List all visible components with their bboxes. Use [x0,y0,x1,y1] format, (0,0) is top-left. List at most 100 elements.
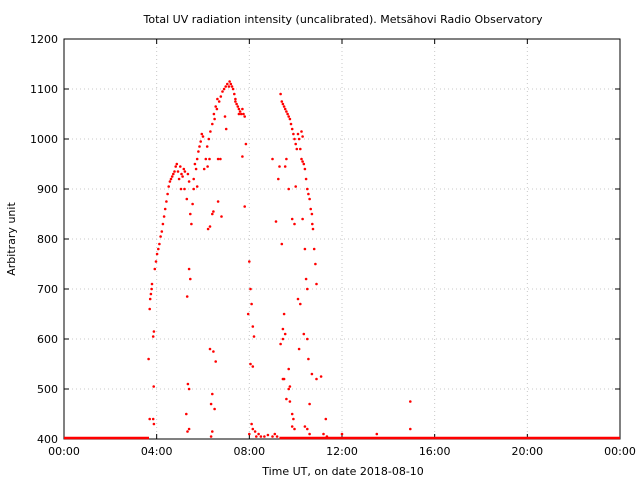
data-point [166,192,169,196]
data-point [238,110,242,113]
data-point [185,197,189,201]
data-point [282,105,286,108]
data-point [202,167,206,171]
data-point [191,202,194,206]
data-point [199,140,202,143]
x-tick-label: 20:00 [511,445,543,458]
data-point [224,127,228,131]
data-point [300,157,303,161]
data-point [306,287,309,291]
data-point [187,427,191,431]
data-point [325,435,329,438]
x-tick-label: 12:00 [326,445,358,458]
data-point [297,347,301,351]
data-point [222,87,226,91]
data-point [340,432,344,436]
data-point [193,162,197,166]
data-point [297,137,301,141]
data-point [250,422,253,426]
data-point [292,132,295,136]
data-point [307,357,310,361]
data-point [153,267,157,271]
data-point [311,222,314,226]
data-point [175,162,179,166]
data-point [271,157,274,161]
data-point [282,312,286,316]
data-point [290,127,294,131]
data-point [287,115,291,118]
data-point [281,102,285,106]
data-point [231,87,235,91]
data-point [212,350,215,353]
data-point [294,185,298,188]
data-point [280,100,284,103]
y-tick-label: 1000 [30,133,58,146]
y-tick-label: 1100 [30,83,58,96]
data-point [285,397,288,401]
data-point [215,107,219,111]
data-point [227,85,231,88]
data-point [209,435,213,438]
data-point [154,260,158,263]
data-point [287,367,291,371]
x-tick-label: 00:00 [48,445,80,458]
data-point [288,400,292,403]
data-point [293,137,296,141]
data-point [279,92,282,96]
x-axis-ticks: 00:00 04:00 08:00 12:00 16:00 20:00 00:00 [48,39,636,458]
data-point [208,157,211,161]
data-point [294,142,298,146]
data-point [220,215,223,218]
data-point [249,362,252,366]
data-point [242,112,245,116]
data-point [152,422,156,426]
data-point [244,142,248,146]
x-tick-label: 16:00 [419,445,451,458]
data-point [208,225,212,228]
data-point [157,247,160,251]
data-point [251,325,255,328]
data-point [266,433,270,437]
data-point [304,277,308,281]
data-point [151,417,155,421]
data-point [375,432,379,436]
y-tick-label: 1200 [30,33,58,46]
data-point [243,115,246,118]
data-point [314,262,317,266]
data-point [310,372,314,376]
data-point [292,417,295,421]
data-point [246,312,250,316]
data-point [165,200,168,203]
data-point [189,277,192,281]
data-point [216,200,220,203]
data-point [285,110,288,113]
data-point [249,287,252,291]
y-tick-label: 800 [37,233,58,246]
data-point [228,80,231,83]
data-point [409,427,412,431]
data-point [185,412,188,416]
data-point [281,327,285,331]
data-point [163,207,167,211]
data-point [279,342,282,346]
chart-title: Total UV radiation intensity (uncalibrat… [143,13,543,26]
data-point [174,165,177,168]
data-point [233,92,236,96]
data-point [183,170,187,173]
data-point [290,217,294,221]
y-tick-label: 700 [37,283,58,296]
data-point [223,115,227,118]
x-tick-label: 04:00 [141,445,173,458]
data-point [209,402,213,406]
y-tick-label: 600 [37,333,58,346]
data-point [277,177,280,181]
data-point [211,392,214,396]
data-point [241,107,244,111]
data-point [315,377,318,381]
data-point [155,252,159,256]
data-point [180,172,183,176]
data-point [150,282,154,286]
data-point [173,170,176,173]
data-point [160,230,164,233]
data-point [221,90,224,93]
